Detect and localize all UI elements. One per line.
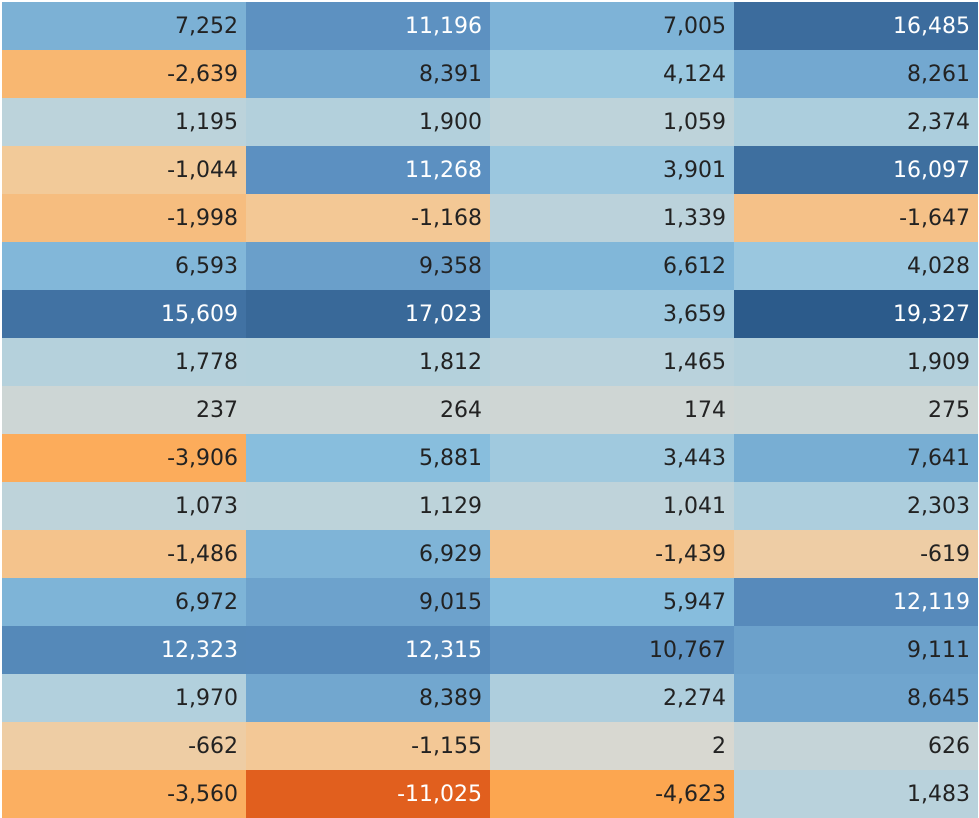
heatmap-cell: -1,155 — [246, 722, 490, 770]
heatmap-cell: -3,560 — [2, 770, 246, 818]
heatmap-cell: 11,196 — [246, 2, 490, 50]
heatmap-cell: 4,028 — [734, 242, 978, 290]
heatmap-cell: 2 — [490, 722, 734, 770]
heatmap-cell: 11,268 — [246, 146, 490, 194]
heatmap-cell: 7,641 — [734, 434, 978, 482]
heatmap-cell: 1,195 — [2, 98, 246, 146]
heatmap-cell: 174 — [490, 386, 734, 434]
heatmap-cell: 1,073 — [2, 482, 246, 530]
heatmap-cell: 1,900 — [246, 98, 490, 146]
heatmap-cell: 6,929 — [246, 530, 490, 578]
heatmap-cell: 3,443 — [490, 434, 734, 482]
heatmap-cell: -1,044 — [2, 146, 246, 194]
heatmap-cell: -1,439 — [490, 530, 734, 578]
heatmap-cell: 1,812 — [246, 338, 490, 386]
heatmap-cell: 1,129 — [246, 482, 490, 530]
heatmap-cell: 1,059 — [490, 98, 734, 146]
heatmap-cell: -1,168 — [246, 194, 490, 242]
heatmap-cell: 6,612 — [490, 242, 734, 290]
heatmap-cell: 6,972 — [2, 578, 246, 626]
heatmap-cell: 264 — [246, 386, 490, 434]
heatmap-cell: 1,483 — [734, 770, 978, 818]
heatmap-cell: 10,767 — [490, 626, 734, 674]
heatmap-cell: 1,778 — [2, 338, 246, 386]
heatmap-cell: -1,647 — [734, 194, 978, 242]
heatmap-cell: -2,639 — [2, 50, 246, 98]
heatmap-cell: -11,025 — [246, 770, 490, 818]
heatmap-cell: 9,111 — [734, 626, 978, 674]
heatmap-cell: 3,659 — [490, 290, 734, 338]
heatmap-cell: 5,881 — [246, 434, 490, 482]
heatmap-cell: 17,023 — [246, 290, 490, 338]
heatmap-cell: 16,485 — [734, 2, 978, 50]
heatmap-cell: -662 — [2, 722, 246, 770]
heatmap-cell: 9,358 — [246, 242, 490, 290]
heatmap-cell: -4,623 — [490, 770, 734, 818]
heatmap-cell: 7,252 — [2, 2, 246, 50]
heatmap-cell: 7,005 — [490, 2, 734, 50]
heatmap-cell: 8,261 — [734, 50, 978, 98]
heatmap-cell: 8,645 — [734, 674, 978, 722]
heatmap-cell: 626 — [734, 722, 978, 770]
heatmap-cell: 275 — [734, 386, 978, 434]
heatmap-cell: -1,998 — [2, 194, 246, 242]
heatmap-cell: 19,327 — [734, 290, 978, 338]
heatmap-cell: 6,593 — [2, 242, 246, 290]
heatmap-cell: 4,124 — [490, 50, 734, 98]
heatmap-cell: 1,339 — [490, 194, 734, 242]
heatmap-cell: 8,389 — [246, 674, 490, 722]
heatmap-cell: -3,906 — [2, 434, 246, 482]
heatmap-cell: 5,947 — [490, 578, 734, 626]
heatmap-cell: 12,119 — [734, 578, 978, 626]
heatmap-cell: 2,274 — [490, 674, 734, 722]
heatmap-cell: -619 — [734, 530, 978, 578]
heatmap-cell: 1,970 — [2, 674, 246, 722]
heatmap-cell: 12,323 — [2, 626, 246, 674]
heatmap-cell: 12,315 — [246, 626, 490, 674]
heatmap-cell: 16,097 — [734, 146, 978, 194]
heatmap-cell: 2,303 — [734, 482, 978, 530]
heatmap-cell: 9,015 — [246, 578, 490, 626]
heatmap-cell: 1,041 — [490, 482, 734, 530]
heatmap-cell: 1,465 — [490, 338, 734, 386]
heatmap-cell: 3,901 — [490, 146, 734, 194]
heatmap-cell: 1,909 — [734, 338, 978, 386]
heatmap-cell: 15,609 — [2, 290, 246, 338]
heatmap-cell: 2,374 — [734, 98, 978, 146]
heatmap-cell: 8,391 — [246, 50, 490, 98]
heatmap-cell: -1,486 — [2, 530, 246, 578]
heatmap-cell: 237 — [2, 386, 246, 434]
